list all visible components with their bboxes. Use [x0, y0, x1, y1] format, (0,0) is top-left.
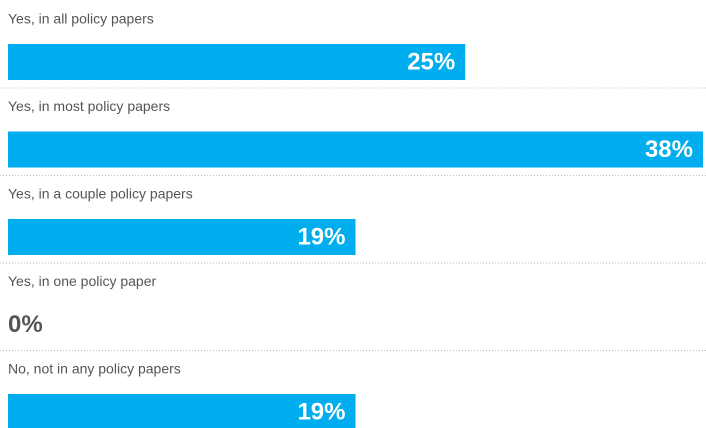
category-label: Yes, in one policy paper: [8, 273, 156, 289]
bar: [8, 394, 356, 428]
bar: [8, 131, 703, 168]
value-label: 38%: [645, 136, 693, 163]
category-label: No, not in any policy papers: [8, 361, 181, 377]
bar: [8, 44, 466, 80]
category-label: Yes, in all policy papers: [8, 11, 154, 27]
bar: [8, 219, 356, 255]
category-label: Yes, in a couple policy papers: [8, 186, 193, 202]
value-label: 25%: [407, 48, 455, 75]
value-label: 0%: [8, 311, 43, 338]
category-label: Yes, in most policy papers: [8, 98, 170, 114]
value-label: 19%: [297, 398, 345, 425]
value-label: 19%: [297, 223, 345, 250]
